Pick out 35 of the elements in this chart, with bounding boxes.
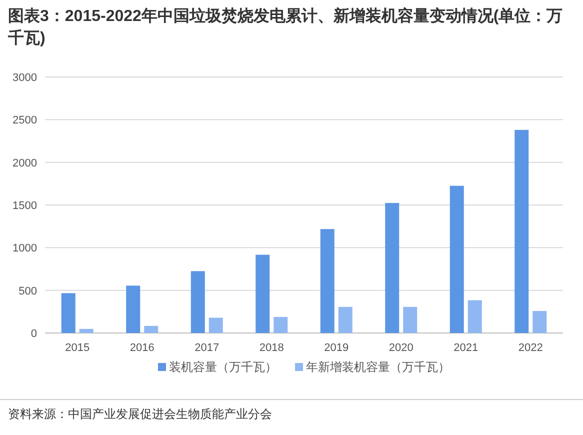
text: 资料来源：中国产业发展促进会生物质能产业分会 <box>8 406 272 423</box>
bar <box>126 286 140 333</box>
x-tick-label: 2019 <box>324 342 349 354</box>
y-tick-label: 2000 <box>12 157 37 170</box>
y-tick-label: 500 <box>18 285 37 298</box>
bar <box>514 130 529 333</box>
legend-label: 年新增装机容量（万千瓦） <box>306 360 450 374</box>
bar <box>385 202 400 333</box>
bar <box>256 254 270 333</box>
bar <box>338 306 352 333</box>
y-tick-label: 1000 <box>12 242 37 255</box>
bar <box>320 229 334 333</box>
x-tick-label: 2022 <box>518 342 543 354</box>
x-tick-label: 2021 <box>454 342 478 354</box>
bar <box>79 328 94 333</box>
bar <box>208 318 223 333</box>
bar <box>403 306 418 333</box>
x-tick-label: 2017 <box>194 342 220 354</box>
chart-title: 图表3：2015-2022年中国垃圾焚烧发电累计、新增装机容量变动情况(单位：万千瓦) <box>8 6 564 49</box>
bar <box>144 326 158 333</box>
y-tick-label: 0 <box>30 328 37 340</box>
y-tick-label: 2500 <box>12 114 37 127</box>
bar <box>468 300 482 333</box>
x-tick-label: 2020 <box>388 342 414 354</box>
bar <box>61 293 76 333</box>
y-tick-label: 3000 <box>12 72 37 84</box>
x-tick-label: 2015 <box>65 342 90 354</box>
bar <box>190 271 205 333</box>
bar <box>450 186 464 333</box>
y-tick-label: 1500 <box>12 200 37 212</box>
x-tick-label: 2016 <box>130 342 154 354</box>
legend-label: 装机容量（万千瓦） <box>169 360 277 374</box>
x-tick-label: 2018 <box>259 342 284 354</box>
bar <box>532 310 547 333</box>
bar <box>274 316 288 333</box>
